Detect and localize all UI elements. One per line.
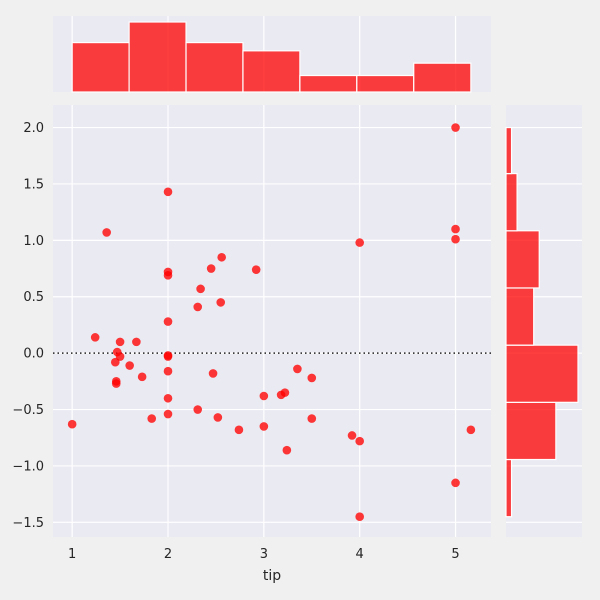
top-histogram-bar: [128, 21, 187, 93]
data-point: [196, 284, 205, 294]
data-point: [163, 409, 173, 419]
data-point: [451, 234, 460, 244]
right-marginal-bars: [505, 126, 579, 518]
y-tick-label: −0.5: [12, 403, 44, 418]
data-point: [163, 366, 173, 376]
y-tick-label: −1.0: [12, 459, 44, 474]
data-point: [307, 373, 317, 383]
top-histogram-bar: [356, 74, 415, 93]
data-point: [355, 238, 364, 247]
y-tick-label: 0.0: [23, 347, 44, 362]
data-point: [282, 445, 292, 455]
data-point: [355, 436, 364, 446]
data-point: [115, 352, 125, 361]
top-marginal-histogram: [53, 16, 491, 93]
top-marginal-bars: [71, 21, 472, 93]
data-point: [347, 431, 357, 440]
data-point: [307, 414, 317, 423]
data-point: [217, 252, 226, 262]
x-tick-label: 2: [164, 547, 172, 562]
y-tick-label: 1.0: [23, 234, 44, 249]
data-point: [466, 425, 476, 435]
data-point: [280, 388, 290, 397]
y-tick-label: −1.5: [12, 516, 44, 531]
data-point: [293, 364, 302, 374]
right-marginal-histogram: [505, 105, 582, 537]
data-point: [234, 425, 244, 435]
data-point: [102, 228, 111, 237]
right-histogram-bar: [505, 126, 513, 175]
y-tick-label: 1.5: [23, 177, 44, 192]
data-point: [163, 352, 173, 361]
y-tick-labels: −1.5 −1.0 −0.5 0.0 0.5 1.0 1.5 2.0: [12, 121, 44, 531]
y-tick-label: 2.0: [23, 121, 44, 136]
top-histogram-bar: [185, 41, 244, 93]
x-axis-label: tip: [263, 568, 281, 584]
data-point: [115, 337, 125, 347]
data-point: [206, 264, 216, 273]
data-point: [163, 271, 173, 280]
data-point: [193, 405, 203, 414]
data-point: [163, 317, 173, 326]
top-histogram-bar: [242, 50, 301, 93]
data-point: [213, 413, 223, 422]
data-point: [132, 337, 141, 347]
y-tick-label: 0.5: [23, 290, 44, 305]
right-histogram-bar: [505, 401, 557, 461]
data-point: [90, 333, 100, 342]
data-point: [111, 379, 121, 388]
main-plot-background: [53, 105, 491, 537]
scatter-points: [67, 123, 476, 521]
data-point: [251, 265, 261, 274]
data-point: [110, 357, 120, 367]
main-residual-plot: 1 2 3 4 5 −1.5 −1.0 −0.5 0.0 0.5 1.0 1.5 2.0 tip: [12, 105, 491, 584]
x-tick-labels: 1 2 3 4 5: [68, 547, 460, 562]
right-histogram-bar: [505, 458, 513, 518]
data-point: [208, 369, 218, 378]
data-point: [67, 419, 77, 429]
data-point: [163, 187, 173, 197]
data-point: [451, 123, 460, 132]
top-histogram-bar: [71, 41, 130, 93]
x-tick-label: 3: [260, 547, 268, 562]
data-point: [259, 391, 269, 401]
data-point: [451, 224, 460, 234]
right-histogram-bar: [505, 287, 535, 346]
data-point: [216, 298, 226, 307]
data-point: [355, 512, 364, 521]
right-histogram-bar: [505, 172, 518, 232]
data-point: [147, 414, 157, 423]
x-tick-label: 1: [68, 547, 76, 562]
data-point: [259, 422, 269, 431]
top-histogram-bar: [299, 74, 358, 93]
data-point: [125, 361, 134, 370]
data-point: [193, 302, 203, 312]
data-point: [163, 393, 173, 403]
right-histogram-bar: [505, 344, 579, 403]
data-point: [137, 372, 147, 382]
x-tick-label: 4: [356, 547, 364, 562]
data-point: [451, 478, 460, 488]
x-tick-label: 5: [451, 547, 459, 562]
right-histogram-bar: [505, 230, 540, 289]
top-histogram-bar: [413, 62, 472, 93]
